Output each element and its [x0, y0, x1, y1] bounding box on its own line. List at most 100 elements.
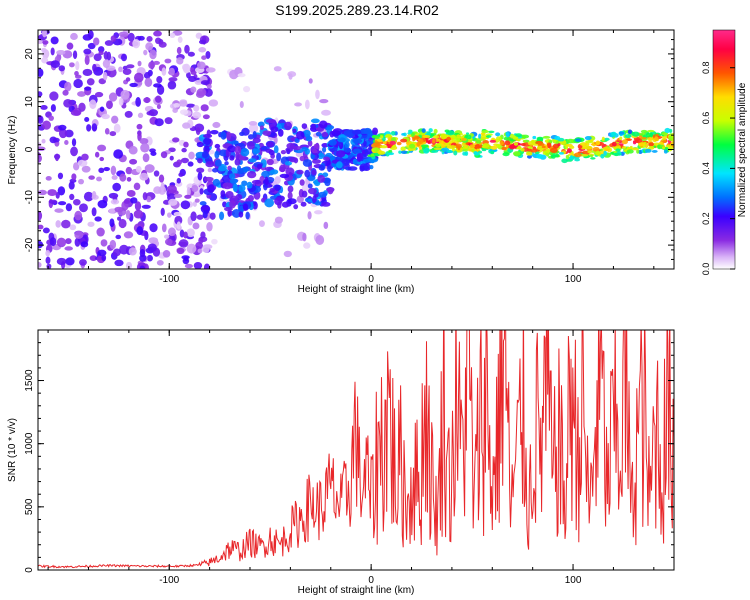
- spectrogram-cell: [128, 145, 138, 155]
- spectrogram-cell: [363, 127, 372, 135]
- spectrogram-cell: [569, 155, 574, 160]
- spectrogram-cell: [133, 72, 144, 83]
- spectrogram-cell: [644, 148, 652, 153]
- spectrogram-cell: [300, 201, 307, 207]
- spectrogram-cell: [257, 121, 265, 127]
- spectrogram-cell: [224, 161, 229, 166]
- spectrogram-cell: [126, 64, 135, 69]
- spectrogram-cell: [370, 153, 374, 157]
- spectrogram-cell: [198, 39, 207, 45]
- spectrogram-cell: [332, 146, 338, 152]
- spectrogram-cell: [71, 138, 77, 147]
- spectrogram-cell: [496, 136, 502, 141]
- spectrogram-cell: [242, 203, 249, 211]
- spectrogram-cell: [111, 115, 119, 124]
- spectrogram-cell: [352, 148, 362, 154]
- spectrogram-cell: [156, 260, 164, 266]
- spectrogram-cell: [202, 150, 209, 159]
- spectrogram-cell: [489, 139, 497, 143]
- spectrogram-cell: [305, 135, 313, 142]
- spectrogram-cell: [234, 145, 242, 155]
- spectrogram-cell: [619, 132, 625, 135]
- spectrogram-cell: [368, 156, 379, 163]
- spectrogram-cell: [109, 218, 115, 228]
- spectrogram-cell: [542, 135, 551, 139]
- spectrogram-cell: [74, 230, 84, 239]
- spectrogram-cell: [321, 132, 329, 138]
- spectrogram-cell: [191, 184, 199, 193]
- spectrogram-cell: [595, 150, 600, 156]
- spectrogram-cell: [286, 142, 295, 150]
- spectrogram-cell: [372, 127, 379, 135]
- spectrogram-cell: [56, 237, 67, 248]
- spectrogram-cell: [385, 133, 392, 138]
- spectrogram-cell: [89, 255, 98, 262]
- spectrogram-cell: [485, 133, 493, 136]
- spectrogram-cell: [460, 137, 467, 141]
- spectrogram-cell: [248, 158, 257, 163]
- spectrogram-cell: [264, 198, 275, 208]
- spectrogram-cell: [143, 97, 151, 103]
- spectrogram-cell: [41, 57, 49, 64]
- spectrogram-cell: [78, 102, 86, 112]
- spectrogram-cell: [283, 250, 292, 258]
- spectrogram-cell: [485, 135, 492, 138]
- spectrogram-cell: [164, 238, 173, 246]
- spectrogram-cell: [74, 71, 79, 77]
- spectrogram-cell: [176, 247, 185, 255]
- spectrogram-cell: [421, 128, 426, 133]
- spectrogram-cell: [590, 157, 596, 160]
- spectrogram-cell: [310, 123, 316, 130]
- spectrogram-cell: [522, 139, 527, 143]
- spectrogram-cell: [133, 209, 144, 219]
- spectrogram-cell: [440, 134, 448, 140]
- spectrogram-cell: [347, 166, 358, 171]
- spectrogram-cell: [541, 145, 546, 149]
- spectrogram-cell: [42, 227, 50, 234]
- spectrogram-cell: [169, 32, 176, 39]
- spectrogram-cell: [448, 145, 457, 149]
- spectrogram-cell: [160, 151, 168, 159]
- spectrogram-cell: [546, 142, 552, 147]
- spectrogram-cell: [490, 145, 498, 150]
- spectrogram-cell: [389, 140, 396, 145]
- spectrogram-cell: [41, 138, 46, 144]
- spectrogram-cell: [565, 154, 570, 160]
- spectrogram-cell: [38, 262, 42, 268]
- spectrogram-cell: [274, 184, 281, 191]
- spectrogram-cell: [621, 139, 628, 145]
- spectrogram-cell: [164, 58, 172, 64]
- spectrogram-cell: [190, 86, 197, 93]
- spectrogram-cell: [222, 201, 227, 208]
- spectrogram-cell: [167, 80, 177, 90]
- spectrogram-cell: [265, 148, 273, 153]
- spectrogram-cell: [92, 63, 97, 72]
- spectrogram-cell: [196, 214, 204, 220]
- spectrogram-cell: [390, 130, 396, 136]
- spectrogram-cell: [631, 131, 640, 137]
- spectrogram-cell: [69, 193, 75, 201]
- spectrogram-cell: [627, 129, 633, 135]
- spectrogram-cell: [79, 259, 87, 266]
- spectrogram-cell: [647, 129, 655, 133]
- snr-ytick-label: 1000: [24, 432, 35, 455]
- spectrogram-ytick-label: 0: [24, 146, 35, 152]
- spectrogram-cell: [126, 176, 132, 182]
- spectrogram-cell: [252, 148, 260, 154]
- spectrogram-cell: [145, 42, 154, 51]
- spectrogram-cell: [446, 136, 452, 142]
- spectrogram-cell: [64, 81, 72, 92]
- spectrogram-cell: [89, 99, 97, 110]
- spectrogram-cell: [663, 149, 668, 154]
- spectrogram-cell: [144, 77, 153, 88]
- spectrogram-cell: [198, 237, 204, 244]
- spectrogram-cell: [139, 137, 149, 145]
- spectrogram-cell: [69, 224, 77, 231]
- spectrogram-cell: [160, 207, 165, 217]
- spectrogram-cell: [373, 147, 380, 153]
- spectrogram-cell: [238, 184, 246, 192]
- spectrogram-cell: [202, 244, 210, 253]
- spectrogram-cell: [638, 142, 646, 147]
- spectrogram-ytick-label: 10: [24, 96, 35, 108]
- spectrogram-cell: [45, 256, 51, 264]
